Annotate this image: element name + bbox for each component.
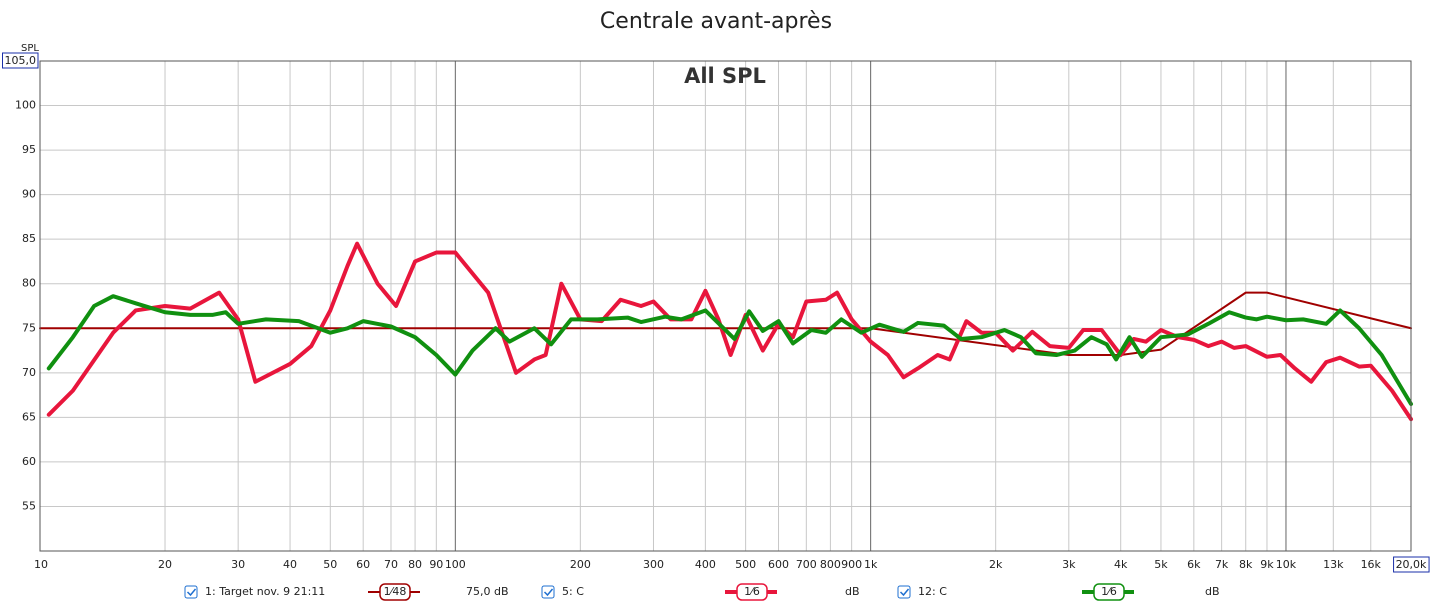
- x-tick-label: 900: [841, 558, 862, 571]
- x-tick-label: 70: [384, 558, 398, 571]
- annotation: All SPL: [684, 64, 766, 88]
- chart-title: Centrale avant-après: [600, 9, 832, 34]
- tick-label-box: [2, 52, 39, 69]
- x-tick-label: 4k: [1114, 558, 1128, 571]
- smoothing-label: 1⁄6: [744, 585, 760, 598]
- x-tick-label: 16k: [1361, 558, 1382, 571]
- y-tick-label: 90: [22, 188, 36, 201]
- x-tick-label: 8k: [1239, 558, 1253, 571]
- x-tick-label: 5k: [1154, 558, 1168, 571]
- y-tick-label: 70: [22, 366, 36, 379]
- x-tick-label: 400: [695, 558, 716, 571]
- x-tick-label: 7k: [1215, 558, 1229, 571]
- y-tick-label: 60: [22, 455, 36, 468]
- smoothing-box: [379, 583, 411, 601]
- plot-frame: [39, 60, 1412, 552]
- x-tick-label: 30: [231, 558, 245, 571]
- x-tick-label: 800: [820, 558, 841, 571]
- y-tick-label: 105,0: [5, 54, 37, 67]
- legend-label: 1: Target nov. 9 21:11: [205, 585, 325, 598]
- x-tick-label: 300: [643, 558, 664, 571]
- y-tick-label: 80: [22, 277, 36, 290]
- legend-checkmark: [899, 588, 910, 597]
- x-tick-label: 60: [356, 558, 370, 571]
- x-tick-label: 10: [34, 558, 48, 571]
- legend-label: 12: C: [918, 585, 947, 598]
- y-axis-label: SPL: [21, 43, 39, 54]
- series-line: [46, 241, 1413, 422]
- plot: [39, 241, 1413, 422]
- series-line: [46, 294, 1413, 406]
- y-tick-label: 75: [22, 321, 36, 334]
- x-tick-label: 100: [445, 558, 466, 571]
- legend-checkmark: [186, 588, 197, 597]
- x-tick-label: 13k: [1323, 558, 1344, 571]
- y-tick-label: 55: [22, 499, 36, 512]
- y-tick-label: 100: [15, 99, 36, 112]
- x-tick-label: 3k: [1062, 558, 1076, 571]
- legend-level: dB: [1205, 585, 1220, 598]
- legend-checkmark: [543, 588, 554, 597]
- smoothing-label: 1⁄48: [384, 585, 407, 598]
- x-tick-label: 80: [408, 558, 422, 571]
- x-tick-label: 200: [570, 558, 591, 571]
- x-tick-label: 20,0k: [1396, 558, 1427, 571]
- legend: 1: Target nov. 9 21:11 1⁄48 75,0 dB 5: C 1⁄6…: [184, 583, 1220, 601]
- x-tick-label: 1k: [864, 558, 878, 571]
- x-tick-label: 50: [323, 558, 337, 571]
- y-tick-label: 95: [22, 143, 36, 156]
- y-tick-label: 65: [22, 410, 36, 423]
- tick-label-box: [1393, 556, 1430, 573]
- y-tick-label: 85: [22, 232, 36, 245]
- smoothing-box: [736, 583, 768, 601]
- legend-checkbox: [184, 585, 198, 599]
- x-tick-label: 90: [429, 558, 443, 571]
- legend-level: 75,0 dB: [466, 585, 509, 598]
- x-tick-label: 10k: [1276, 558, 1297, 571]
- legend-label: 5: C: [562, 585, 584, 598]
- smoothing-box: [1093, 583, 1125, 601]
- x-tick-label: 600: [768, 558, 789, 571]
- x-tick-label: 700: [796, 558, 817, 571]
- legend-level: dB: [845, 585, 860, 598]
- legend-checkbox: [541, 585, 555, 599]
- legend-checkbox: [897, 585, 911, 599]
- x-tick-label: 2k: [989, 558, 1003, 571]
- x-tick-label: 9k: [1260, 558, 1274, 571]
- smoothing-label: 1⁄6: [1101, 585, 1117, 598]
- x-tick-label: 40: [283, 558, 297, 571]
- x-tick-label: 500: [735, 558, 756, 571]
- x-tick-label: 20: [158, 558, 172, 571]
- x-tick-label: 6k: [1187, 558, 1201, 571]
